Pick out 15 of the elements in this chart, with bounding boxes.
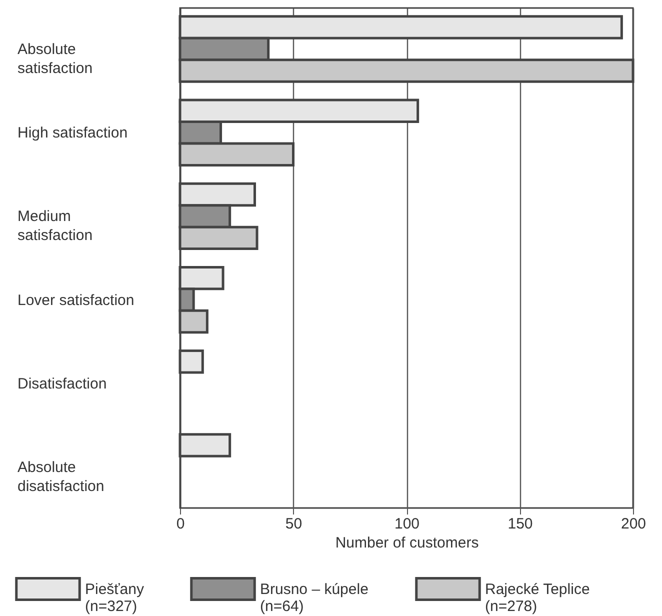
x-tick-label: 150 bbox=[508, 516, 533, 532]
legend-label: Rajecké Teplice (n=278) bbox=[485, 581, 590, 615]
y-tick-label: High satisfaction bbox=[18, 124, 128, 142]
y-tick-label: Lover satisfaction bbox=[18, 292, 134, 309]
y-tick-label: Medium satisfaction bbox=[18, 208, 93, 244]
legend-label: Brusno – kúpele (n=64) bbox=[260, 581, 368, 615]
y-tick-label: Disatisfaction bbox=[18, 375, 107, 392]
x-tick-label: 0 bbox=[176, 516, 185, 532]
x-axis-title: Number of customers bbox=[335, 534, 479, 552]
x-tick-label: 50 bbox=[285, 516, 302, 532]
y-tick-label: Absolute disatisfaction bbox=[18, 459, 104, 496]
x-tick-label: 200 bbox=[620, 516, 646, 532]
y-tick-label: Absolute satisfaction bbox=[18, 40, 93, 77]
legend-label: Piešťany (n=327) bbox=[85, 581, 144, 615]
x-tick-label: 100 bbox=[394, 516, 420, 532]
